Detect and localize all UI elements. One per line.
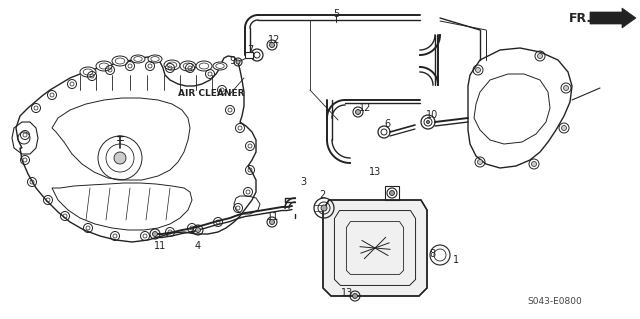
Text: 10: 10: [426, 110, 438, 120]
Circle shape: [353, 293, 358, 299]
Ellipse shape: [167, 62, 177, 68]
Circle shape: [476, 68, 481, 72]
Ellipse shape: [83, 69, 93, 75]
Circle shape: [195, 227, 200, 233]
Ellipse shape: [199, 63, 209, 69]
Circle shape: [426, 121, 429, 123]
Circle shape: [355, 109, 360, 115]
Circle shape: [236, 60, 240, 64]
Circle shape: [321, 205, 327, 211]
Ellipse shape: [99, 63, 109, 69]
Text: 7: 7: [247, 45, 253, 55]
Text: 3: 3: [300, 177, 306, 187]
Text: 11: 11: [154, 241, 166, 251]
Text: 13: 13: [369, 167, 381, 177]
Ellipse shape: [148, 55, 162, 63]
Ellipse shape: [80, 67, 96, 77]
Text: S043-E0800: S043-E0800: [527, 298, 582, 307]
Ellipse shape: [213, 62, 227, 70]
Circle shape: [531, 161, 536, 167]
Text: 12: 12: [268, 35, 280, 45]
Text: 1: 1: [453, 255, 459, 265]
Text: 13: 13: [341, 288, 353, 298]
Circle shape: [269, 42, 275, 48]
Ellipse shape: [151, 56, 159, 61]
Text: 4: 4: [195, 241, 201, 251]
Ellipse shape: [131, 55, 145, 63]
Ellipse shape: [134, 56, 142, 61]
Polygon shape: [468, 48, 572, 168]
Text: AIR CLEANER: AIR CLEANER: [178, 88, 244, 98]
Text: 9: 9: [229, 56, 235, 66]
Ellipse shape: [112, 56, 128, 66]
Ellipse shape: [196, 61, 212, 71]
Circle shape: [390, 190, 394, 196]
Ellipse shape: [115, 58, 125, 64]
Circle shape: [563, 85, 568, 91]
Text: 12: 12: [359, 103, 371, 113]
Circle shape: [269, 219, 275, 225]
Ellipse shape: [183, 63, 193, 69]
Text: 8: 8: [429, 249, 435, 259]
Ellipse shape: [96, 61, 112, 71]
Text: FR.: FR.: [568, 11, 591, 25]
Polygon shape: [590, 8, 636, 28]
Circle shape: [538, 54, 543, 58]
Circle shape: [477, 160, 483, 165]
Ellipse shape: [164, 60, 180, 70]
Circle shape: [114, 152, 126, 164]
Ellipse shape: [180, 61, 196, 71]
Text: 5: 5: [333, 9, 339, 19]
Circle shape: [152, 232, 157, 236]
Text: 11: 11: [267, 212, 279, 222]
Polygon shape: [16, 56, 256, 242]
Text: 2: 2: [319, 190, 325, 200]
Polygon shape: [323, 200, 427, 296]
Ellipse shape: [216, 63, 224, 68]
Circle shape: [561, 125, 566, 130]
Text: 6: 6: [384, 119, 390, 129]
Bar: [245, 52, 253, 58]
